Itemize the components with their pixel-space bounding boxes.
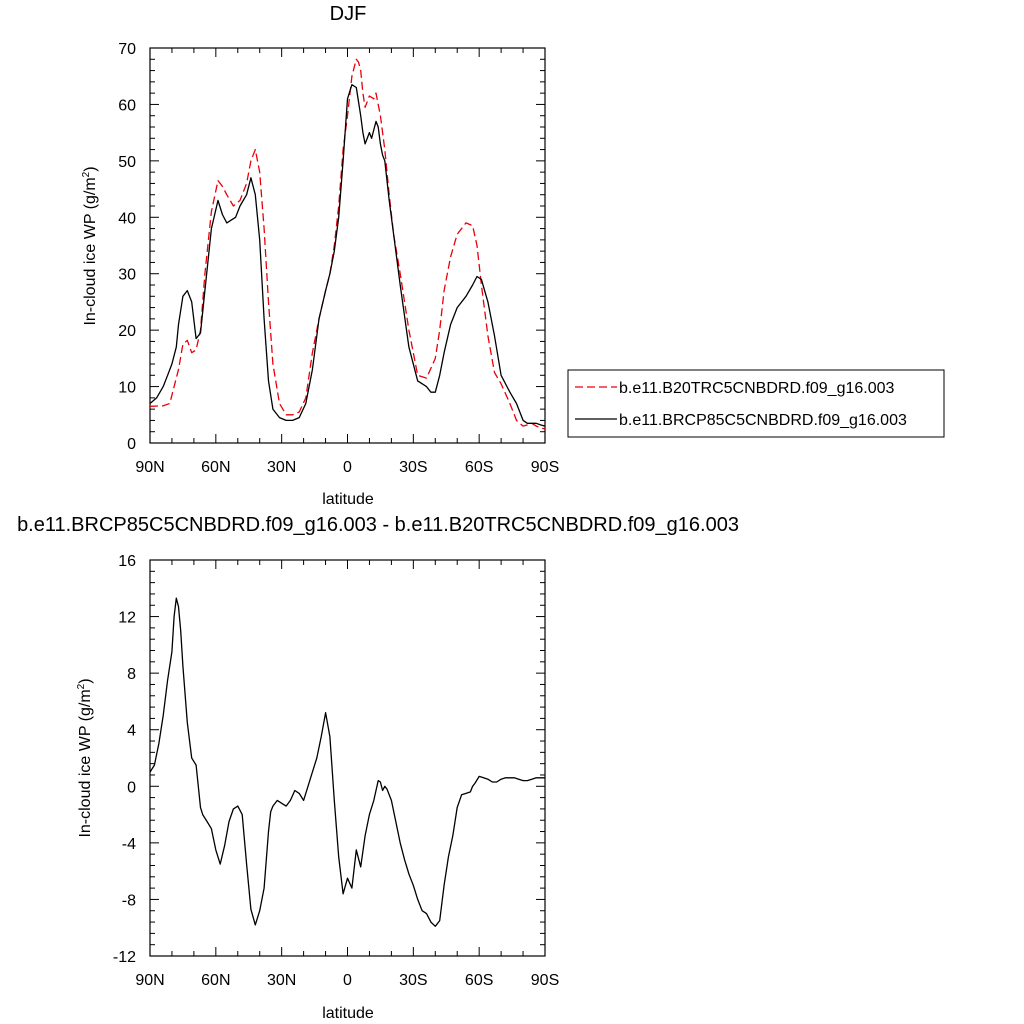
y-tick-label: 60 (118, 97, 136, 114)
bottom-panel-ylabel: In-cloud ice WP (g/m2) (76, 678, 94, 837)
x-tick-label: 60N (201, 972, 230, 989)
y-tick-label: 12 (118, 610, 136, 627)
y-tick-label: 50 (118, 154, 136, 171)
bottom-panel-series (149, 597, 545, 927)
y-tick-label: -8 (122, 892, 136, 909)
x-tick-label: 90N (135, 459, 164, 476)
y-tick-label: -12 (113, 949, 136, 966)
top-panel-xlabel: latitude (322, 491, 374, 508)
series-line-0 (149, 58, 546, 430)
bottom-panel-title: b.e11.BRCP85C5CNBDRD.f09_g16.003 - b.e11… (17, 514, 739, 536)
x-tick-label: 90S (531, 972, 559, 989)
y-tick-label: 16 (118, 553, 136, 570)
x-tick-label: 60S (465, 972, 493, 989)
top-panel: DJF 90N 60N 30N 0 30S 60S 90S 0 10 20 30 40 50 60 70 l… (81, 3, 945, 508)
y-tick-label: 0 (127, 436, 136, 453)
series-line-0 (149, 597, 545, 927)
x-tick-label: 30N (267, 459, 296, 476)
top-panel-frame (149, 47, 546, 444)
y-tick-label: 8 (127, 666, 136, 683)
x-tick-label: 90N (135, 972, 164, 989)
x-tick-label: 0 (343, 972, 352, 989)
x-tick-label: 60N (201, 459, 230, 476)
bottom-panel-frame (149, 559, 546, 957)
x-tick-label: 90S (531, 459, 559, 476)
y-tick-label: 10 (118, 380, 136, 397)
bottom-panel: b.e11.BRCP85C5CNBDRD.f09_g16.003 - b.e11… (17, 514, 739, 1022)
x-tick-label: 0 (343, 459, 352, 476)
x-tick-label: 30N (267, 972, 296, 989)
top-panel-ylabel: In-cloud ice WP (g/m2) (81, 166, 99, 325)
top-panel-series (149, 58, 546, 430)
y-tick-label: 20 (118, 323, 136, 340)
top-panel-title: DJF (330, 3, 367, 25)
y-tick-label: 40 (118, 210, 136, 227)
y-tick-label: -4 (122, 836, 136, 853)
x-tick-label: 30S (399, 972, 427, 989)
x-tick-label: 60S (465, 459, 493, 476)
y-tick-label: 4 (127, 723, 136, 740)
top-panel-legend: b.e11.B20TRC5CNBDRD.f09_g16.003 b.e11.BR… (567, 369, 945, 438)
y-tick-label: 30 (118, 267, 136, 284)
top-panel-ticks: 90N 60N 30N 0 30S 60S 90S 0 10 20 30 40 50 60 70 (118, 41, 559, 476)
legend-box (567, 369, 945, 438)
legend-label-series-0: b.e11.B20TRC5CNBDRD.f09_g16.003 (619, 380, 895, 397)
x-tick-label: 30S (399, 459, 427, 476)
series-line-1 (149, 84, 546, 427)
y-tick-label: 0 (127, 779, 136, 796)
bottom-panel-xlabel: latitude (322, 1005, 374, 1022)
y-tick-label: 70 (118, 41, 136, 58)
legend-label-series-1: b.e11.BRCP85C5CNBDRD.f09_g16.003 (619, 412, 907, 429)
